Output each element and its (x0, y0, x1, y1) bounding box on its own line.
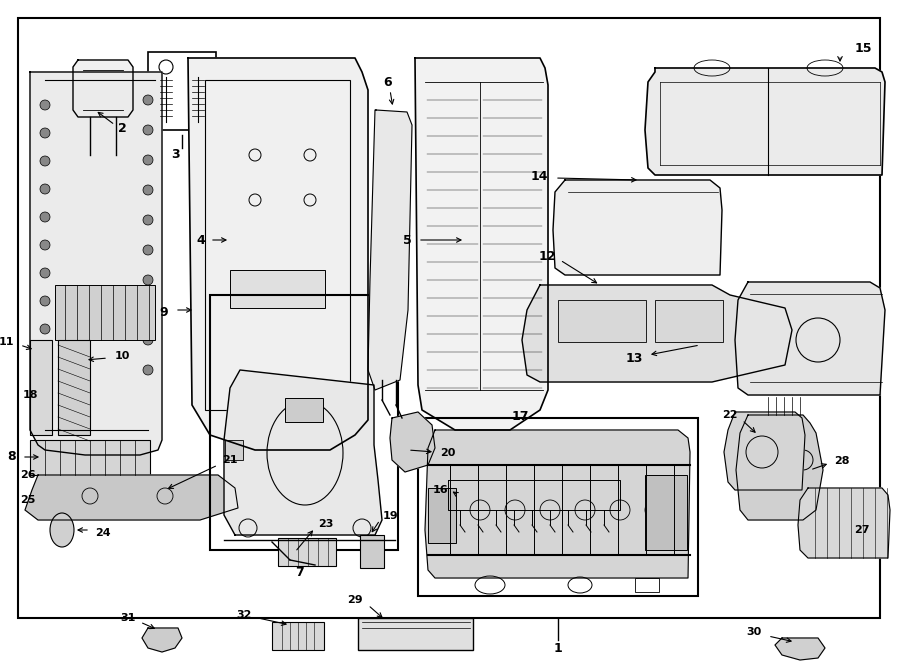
Polygon shape (736, 415, 823, 520)
Circle shape (40, 380, 50, 390)
Circle shape (143, 125, 153, 135)
Polygon shape (798, 488, 890, 558)
Polygon shape (448, 480, 620, 510)
Bar (428, 488, 456, 543)
Text: 26: 26 (20, 470, 36, 480)
Polygon shape (368, 110, 412, 390)
Text: 23: 23 (318, 519, 333, 529)
Text: 1: 1 (554, 641, 562, 654)
Circle shape (143, 365, 153, 375)
Bar (285, 398, 323, 422)
Bar (558, 300, 646, 342)
Polygon shape (775, 638, 825, 660)
Bar (205, 80, 350, 410)
Polygon shape (553, 180, 722, 275)
Circle shape (143, 275, 153, 285)
Circle shape (143, 215, 153, 225)
Polygon shape (30, 72, 162, 455)
Bar (148, 52, 216, 130)
Text: 16: 16 (432, 485, 448, 495)
Text: 6: 6 (383, 75, 392, 89)
Text: 18: 18 (22, 390, 38, 400)
Circle shape (40, 352, 50, 362)
Bar (210, 295, 398, 550)
Bar (418, 418, 698, 596)
Polygon shape (645, 68, 885, 175)
Text: 17: 17 (511, 410, 529, 422)
Polygon shape (25, 475, 238, 520)
Text: 10: 10 (115, 351, 130, 361)
Bar (360, 535, 384, 568)
Text: 27: 27 (854, 525, 869, 535)
Circle shape (143, 155, 153, 165)
Bar (55, 285, 155, 340)
Text: 8: 8 (7, 451, 16, 463)
Text: 7: 7 (295, 566, 304, 578)
Bar (278, 538, 336, 566)
Bar (225, 440, 243, 460)
Polygon shape (522, 285, 792, 382)
Bar (30, 440, 150, 475)
Text: 24: 24 (95, 528, 111, 538)
Polygon shape (224, 370, 382, 535)
Polygon shape (188, 58, 368, 450)
Text: 3: 3 (171, 149, 179, 161)
Circle shape (40, 128, 50, 138)
Bar (635, 578, 659, 592)
Polygon shape (415, 58, 548, 430)
Circle shape (40, 240, 50, 250)
Text: 12: 12 (538, 249, 556, 262)
Polygon shape (724, 412, 805, 490)
Polygon shape (425, 430, 690, 578)
Ellipse shape (50, 513, 74, 547)
Bar (30, 340, 52, 435)
Polygon shape (73, 60, 133, 117)
Text: 30: 30 (747, 627, 762, 637)
Text: 19: 19 (383, 511, 399, 521)
Circle shape (143, 305, 153, 315)
Text: 20: 20 (440, 448, 455, 458)
Text: 32: 32 (237, 610, 252, 620)
Text: 22: 22 (723, 410, 738, 420)
Circle shape (143, 185, 153, 195)
Bar (655, 300, 723, 342)
Circle shape (40, 324, 50, 334)
Text: 29: 29 (347, 595, 363, 605)
Circle shape (40, 100, 50, 110)
Text: 5: 5 (403, 233, 412, 247)
Text: 21: 21 (222, 455, 238, 465)
Text: 15: 15 (855, 42, 872, 54)
Text: 9: 9 (159, 307, 168, 319)
Bar (358, 618, 473, 650)
Bar (230, 270, 325, 308)
Circle shape (143, 335, 153, 345)
Circle shape (143, 245, 153, 255)
Text: 31: 31 (121, 613, 136, 623)
Bar (58, 340, 90, 435)
Text: 13: 13 (626, 352, 643, 364)
Text: 25: 25 (21, 495, 36, 505)
Polygon shape (142, 628, 182, 652)
Text: 28: 28 (834, 456, 850, 466)
Bar (272, 622, 324, 650)
Text: 4: 4 (196, 233, 205, 247)
Circle shape (143, 95, 153, 105)
Circle shape (40, 156, 50, 166)
Polygon shape (735, 282, 885, 395)
Circle shape (40, 296, 50, 306)
Circle shape (40, 184, 50, 194)
Text: 2: 2 (118, 122, 126, 134)
Circle shape (40, 268, 50, 278)
Text: 14: 14 (530, 169, 548, 182)
Bar (645, 475, 687, 550)
Polygon shape (390, 412, 435, 472)
Circle shape (40, 212, 50, 222)
Bar (320, 390, 365, 420)
Text: 11: 11 (0, 337, 14, 347)
